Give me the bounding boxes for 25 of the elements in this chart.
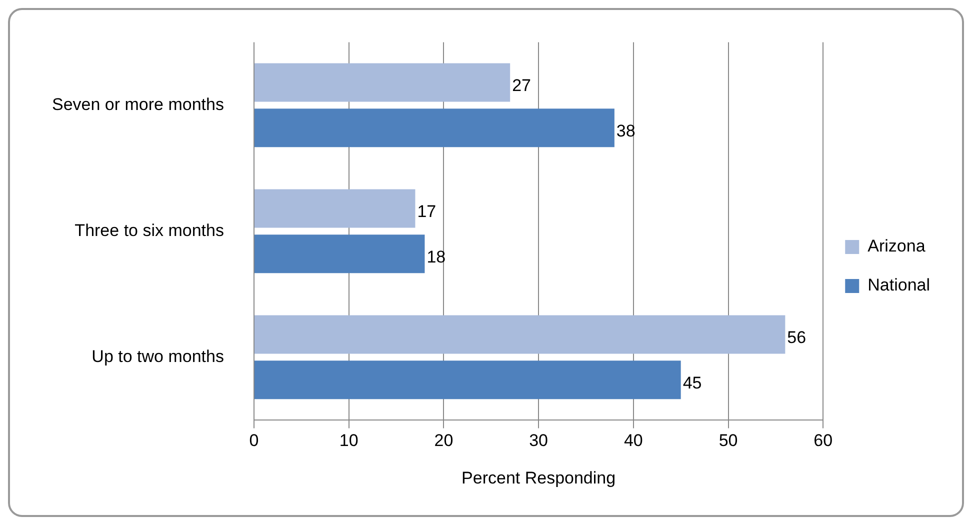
x-tick-label: 10 (339, 431, 358, 450)
data-label: 27 (512, 76, 532, 96)
legend-label: National (868, 276, 930, 295)
bar (254, 315, 786, 354)
data-label: 38 (616, 122, 636, 141)
y-tick-label: Up to two months (92, 346, 224, 366)
bar (254, 108, 614, 148)
x-tick-label: 50 (718, 431, 738, 450)
y-tick-label: Seven or more months (52, 94, 224, 114)
x-tick-label: 30 (529, 431, 548, 450)
x-tick-label: 20 (434, 431, 454, 450)
x-tick-label: 0 (249, 431, 259, 450)
x-axis-title: Percent Responding (462, 468, 616, 488)
data-label: 45 (682, 374, 702, 393)
y-tick-label: Three to six months (74, 220, 224, 240)
legend-label: Arizona (868, 236, 926, 256)
data-label: 18 (426, 248, 446, 267)
bar (254, 189, 416, 228)
x-tick-label: 40 (624, 431, 643, 450)
bar (254, 360, 681, 400)
data-label: 17 (417, 202, 436, 222)
bar (254, 234, 425, 274)
bar (254, 63, 510, 102)
data-label: 56 (787, 328, 806, 348)
x-tick-label: 60 (814, 431, 833, 450)
